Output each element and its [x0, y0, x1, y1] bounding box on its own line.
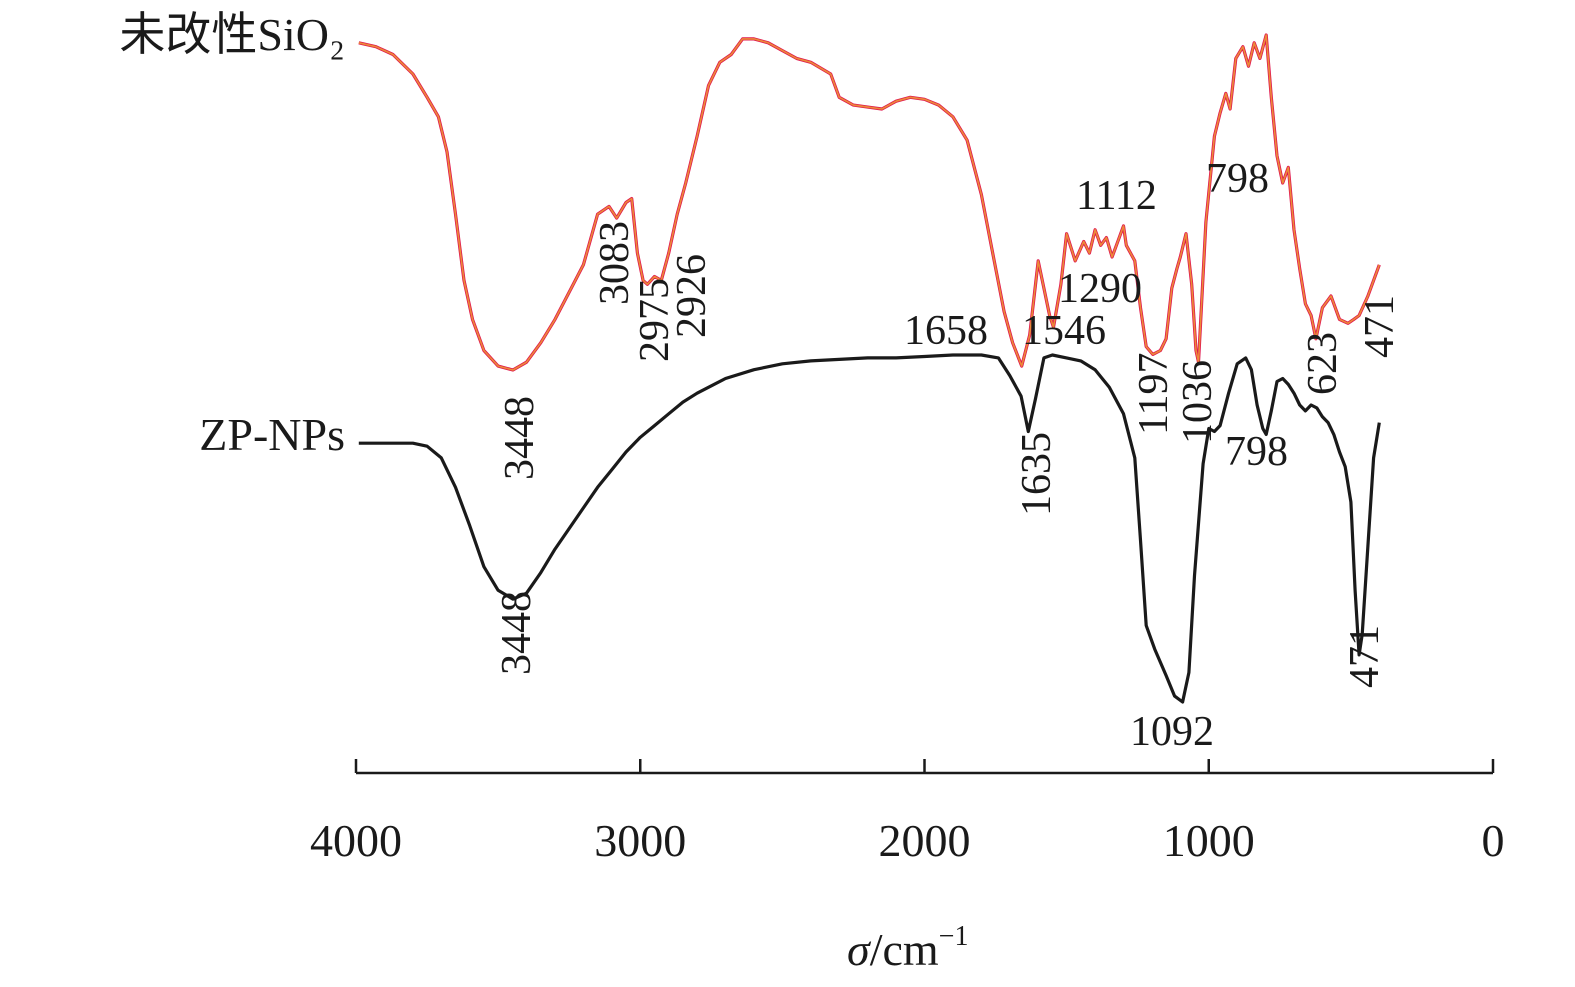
- x-axis-unit: /cm: [870, 924, 939, 975]
- x-tick-label: 0: [1482, 815, 1505, 866]
- peak-label: 2926: [669, 254, 715, 338]
- peak-label: 623: [1300, 332, 1346, 395]
- series-unmodified-sio2-line: [358, 33, 1381, 372]
- series-zp-nps-line: [358, 353, 1381, 704]
- series-name-unmodified-sio2: 未改性SiO₂: [119, 9, 345, 60]
- peak-label: 1092: [1130, 709, 1214, 755]
- peak-label: 1658: [904, 308, 988, 354]
- peak-label: 471: [1357, 295, 1403, 358]
- x-tick-label: 4000: [310, 815, 402, 866]
- x-axis-exponent: −1: [939, 921, 969, 952]
- peak-label: 1635: [1014, 432, 1060, 516]
- x-axis-symbol: σ: [847, 924, 872, 975]
- peak-label: 798: [1225, 429, 1288, 475]
- peak-label: 3448: [497, 396, 543, 480]
- peak-label: 3083: [592, 221, 638, 305]
- x-tick-label: 3000: [594, 815, 686, 866]
- x-axis-ticks: 4000 3000 2000 1000 0: [310, 759, 1505, 866]
- series-name-zp-nps: ZP-NPs: [199, 409, 345, 460]
- peak-label: 1197: [1131, 353, 1177, 435]
- peak-label: 798: [1206, 156, 1269, 202]
- peak-label: 1036: [1175, 360, 1221, 444]
- x-tick-label: 1000: [1163, 815, 1255, 866]
- peak-label: 1546: [1022, 308, 1106, 354]
- peak-label: 1290: [1058, 266, 1142, 312]
- series-unmodified-sio2-accent-line: [358, 34, 1381, 371]
- x-axis-title: σ/cm−1: [847, 921, 968, 975]
- peak-label: 2975: [632, 278, 678, 362]
- peak-label: 3448: [494, 591, 540, 675]
- x-tick-label: 2000: [879, 815, 971, 866]
- peak-label: 1112: [1076, 173, 1157, 219]
- peak-label: 471: [1342, 625, 1388, 688]
